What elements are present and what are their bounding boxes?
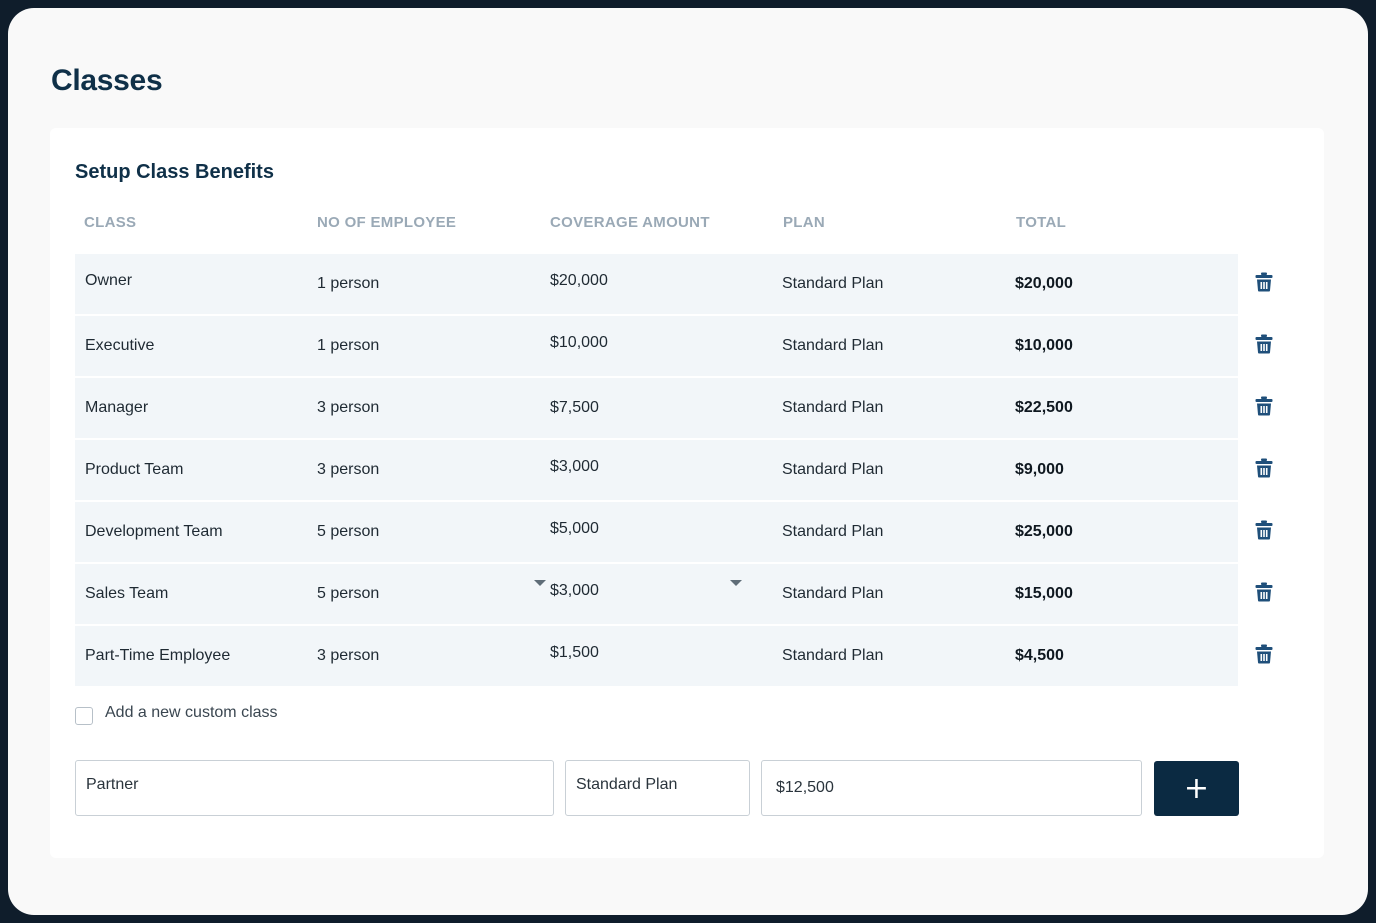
employee-count-cell: 3 person — [317, 399, 380, 416]
trash-icon[interactable] — [1255, 396, 1273, 416]
table-row[interactable]: Development Team 5 person $5,000 Standar… — [75, 502, 1273, 562]
plan-cell: Standard Plan — [782, 275, 884, 292]
table-row[interactable]: Sales Team 5 person $3,000 Standard Plan… — [75, 564, 1273, 624]
total-cell: $25,000 — [1015, 523, 1073, 540]
card-title: Setup Class Benefits — [75, 161, 274, 183]
coverage-amount-cell: $1,500 — [550, 644, 599, 661]
trash-icon[interactable] — [1255, 272, 1273, 292]
column-header-class: CLASS — [84, 214, 137, 231]
column-header-employees: NO OF EMPLOYEE — [317, 214, 457, 231]
class-cell: Owner — [85, 272, 133, 289]
class-cell: Development Team — [85, 523, 223, 540]
class-benefits-card: Setup Class Benefits CLASS NO OF EMPLOYE… — [50, 128, 1324, 858]
coverage-amount-cell: $20,000 — [550, 272, 608, 289]
employee-count-cell: 1 person — [317, 275, 380, 292]
coverage-amount-cell: $7,500 — [550, 399, 599, 416]
employee-count-dropdown-icon[interactable] — [534, 580, 546, 586]
table-row[interactable]: Manager 3 person $7,500 Standard Plan $2… — [75, 378, 1273, 438]
total-cell: $4,500 — [1015, 647, 1064, 664]
custom-class-amount-input[interactable] — [761, 760, 1142, 816]
column-header-coverage: COVERAGE AMOUNT — [550, 214, 710, 231]
custom-class-checkbox[interactable] — [75, 707, 93, 725]
plan-cell: Standard Plan — [782, 523, 884, 540]
coverage-amount-cell: $3,000 — [550, 458, 599, 475]
trash-icon[interactable] — [1255, 458, 1273, 478]
total-cell: $10,000 — [1015, 337, 1073, 354]
employee-count-cell: 1 person — [317, 337, 380, 354]
plan-cell: Standard Plan — [782, 647, 884, 664]
trash-icon[interactable] — [1255, 644, 1273, 664]
coverage-amount-cell: $5,000 — [550, 520, 599, 537]
employee-count-cell: 3 person — [317, 461, 380, 478]
table-row[interactable]: Product Team 3 person $3,000 Standard Pl… — [75, 440, 1273, 500]
plan-cell: Standard Plan — [782, 585, 884, 602]
add-class-button[interactable]: + — [1154, 761, 1239, 816]
class-table-body: Owner 1 person $20,000 Standard Plan $20… — [75, 254, 1315, 688]
trash-icon[interactable] — [1255, 582, 1273, 602]
coverage-amount-dropdown-icon[interactable] — [730, 580, 742, 586]
trash-icon[interactable] — [1255, 334, 1273, 354]
trash-icon[interactable] — [1255, 520, 1273, 540]
table-row[interactable]: Owner 1 person $20,000 Standard Plan $20… — [75, 254, 1273, 314]
app-frame: Classes Setup Class Benefits CLASS NO OF… — [8, 8, 1368, 915]
column-header-plan: PLAN — [783, 214, 826, 231]
employee-count-cell: 3 person — [317, 647, 380, 664]
class-cell: Part-Time Employee — [85, 647, 231, 664]
total-cell: $9,000 — [1015, 461, 1064, 478]
coverage-amount-select[interactable]: $3,000 — [550, 582, 599, 599]
plan-cell: Standard Plan — [782, 337, 884, 354]
custom-class-name-input[interactable] — [75, 760, 554, 816]
employee-count-cell: 5 person — [317, 523, 380, 540]
employee-count-select[interactable]: 5 person — [317, 585, 380, 602]
custom-class-checkbox-label[interactable]: Add a new custom class — [105, 704, 278, 721]
total-cell: $20,000 — [1015, 275, 1073, 292]
total-cell: $15,000 — [1015, 585, 1073, 602]
class-cell: Manager — [85, 399, 149, 416]
page-title: Classes — [51, 64, 163, 97]
column-header-total: TOTAL — [1016, 214, 1067, 231]
table-row[interactable]: Executive 1 person $10,000 Standard Plan… — [75, 316, 1273, 376]
class-cell: Sales Team — [85, 585, 169, 602]
plan-cell: Standard Plan — [782, 399, 884, 416]
plan-cell: Standard Plan — [782, 461, 884, 478]
custom-class-plan-input[interactable] — [565, 760, 750, 816]
coverage-amount-cell: $10,000 — [550, 334, 608, 351]
total-cell: $22,500 — [1015, 399, 1073, 416]
class-cell: Product Team — [85, 461, 184, 478]
class-cell: Executive — [85, 337, 155, 354]
table-header: CLASS NO OF EMPLOYEE COVERAGE AMOUNT PLA… — [84, 214, 1284, 234]
table-row[interactable]: Part-Time Employee 3 person $1,500 Stand… — [75, 626, 1273, 686]
